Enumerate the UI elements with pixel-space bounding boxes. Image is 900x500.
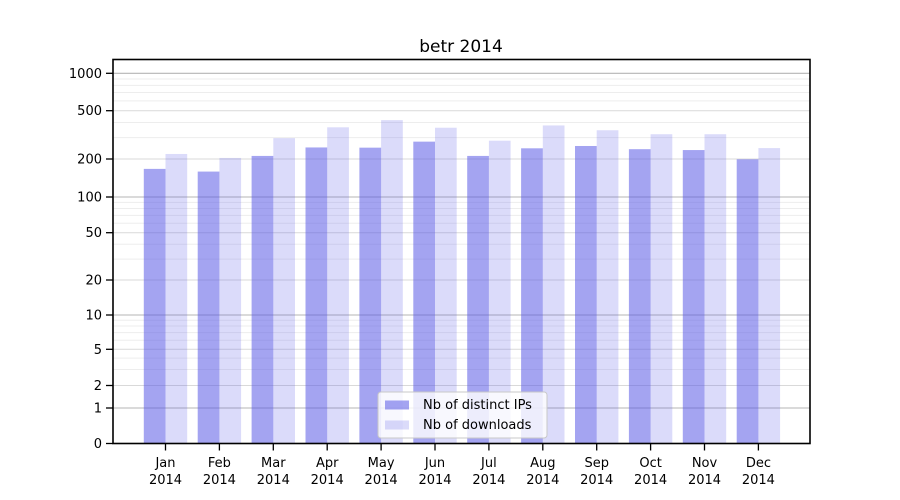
- x-tick-month-may: May: [368, 456, 395, 471]
- y-tick-label-50: 50: [85, 226, 102, 241]
- y-tick-label-500: 500: [77, 104, 102, 119]
- legend: Nb of distinct IPs Nb of downloads: [377, 391, 548, 439]
- legend-swatch-downloads: [385, 420, 409, 430]
- x-tick-month-dec: Dec: [746, 456, 771, 471]
- bar-distinct-ips-mar: [251, 155, 274, 444]
- x-tick-month-oct: Oct: [639, 456, 661, 471]
- y-tick-label-10: 10: [85, 309, 102, 324]
- x-tick-year-aug: 2014: [526, 473, 559, 488]
- bar-downloads-nov: [704, 134, 727, 444]
- bar-downloads-may: [381, 120, 403, 444]
- bar-downloads-sep: [596, 130, 619, 444]
- bar-downloads-jan: [165, 153, 188, 444]
- bar-downloads-jun: [435, 127, 457, 444]
- bar-distinct-ips-jan: [143, 168, 166, 444]
- bar-downloads-feb: [219, 157, 242, 444]
- bar-downloads-apr: [327, 127, 349, 444]
- x-tick-month-jan: Jan: [154, 456, 175, 471]
- plot-border: [112, 58, 811, 445]
- bar-distinct-ips-feb: [197, 171, 220, 444]
- x-tick-year-oct: 2014: [634, 473, 667, 488]
- x-tick-month-nov: Nov: [692, 456, 718, 471]
- y-tick-label-100: 100: [77, 191, 102, 206]
- legend-swatch-distinct-ips: [385, 400, 409, 410]
- x-tick-year-nov: 2014: [688, 473, 721, 488]
- y-tick-label-2: 2: [94, 379, 102, 394]
- legend-label-distinct-ips: Nb of distinct IPs: [423, 398, 532, 413]
- x-tick-month-mar: Mar: [261, 456, 286, 471]
- chart-title: betr 2014: [419, 37, 503, 57]
- x-tick-month-aug: Aug: [530, 456, 555, 471]
- legend-box: [377, 391, 548, 439]
- bar-distinct-ips-oct: [628, 149, 651, 444]
- bar-downloads-dec: [758, 148, 781, 444]
- y-tick-label-5: 5: [94, 343, 102, 358]
- x-tick-year-jun: 2014: [418, 473, 451, 488]
- x-tick-year-feb: 2014: [203, 473, 236, 488]
- y-tick-label-200: 200: [77, 153, 102, 168]
- bar-distinct-ips-apr: [305, 147, 328, 444]
- bar-distinct-ips-sep: [575, 145, 597, 444]
- bar-downloads-oct: [650, 134, 673, 444]
- bar-downloads-jul: [488, 140, 511, 444]
- x-tick-year-apr: 2014: [311, 473, 344, 488]
- x-tick-year-dec: 2014: [742, 473, 775, 488]
- x-tick-year-may: 2014: [365, 473, 398, 488]
- x-tick-month-feb: Feb: [208, 456, 231, 471]
- axes: 0 1 2 5 10 20 50 100 200 500 1000 Jan 2014 Feb 2014 Mar…: [69, 67, 775, 488]
- x-tick-year-sep: 2014: [580, 473, 613, 488]
- bar-downloads-aug: [542, 125, 565, 444]
- x-tick-month-jul: Jul: [480, 456, 497, 471]
- y-tick-label-1000: 1000: [69, 67, 102, 82]
- bar-distinct-ips-aug: [521, 148, 543, 444]
- bar-distinct-ips-may: [359, 147, 382, 444]
- bars: [143, 120, 781, 444]
- bar-downloads-mar: [273, 138, 295, 444]
- y-tick-label-0: 0: [94, 437, 102, 452]
- legend-label-downloads: Nb of downloads: [423, 418, 532, 433]
- x-tick-year-jul: 2014: [472, 473, 505, 488]
- x-tick-year-mar: 2014: [257, 473, 290, 488]
- x-tick-month-apr: Apr: [316, 456, 339, 471]
- bar-distinct-ips-jul: [467, 155, 489, 444]
- y-tick-label-1: 1: [94, 402, 102, 417]
- x-tick-month-jun: Jun: [424, 456, 445, 471]
- bar-distinct-ips-jun: [413, 141, 435, 444]
- bar-distinct-ips-dec: [736, 159, 759, 444]
- bar-distinct-ips-nov: [682, 150, 705, 444]
- y-tick-label-20: 20: [85, 274, 102, 289]
- x-tick-year-jan: 2014: [149, 473, 182, 488]
- x-tick-month-sep: Sep: [584, 456, 609, 471]
- plot-frame: [112, 58, 811, 445]
